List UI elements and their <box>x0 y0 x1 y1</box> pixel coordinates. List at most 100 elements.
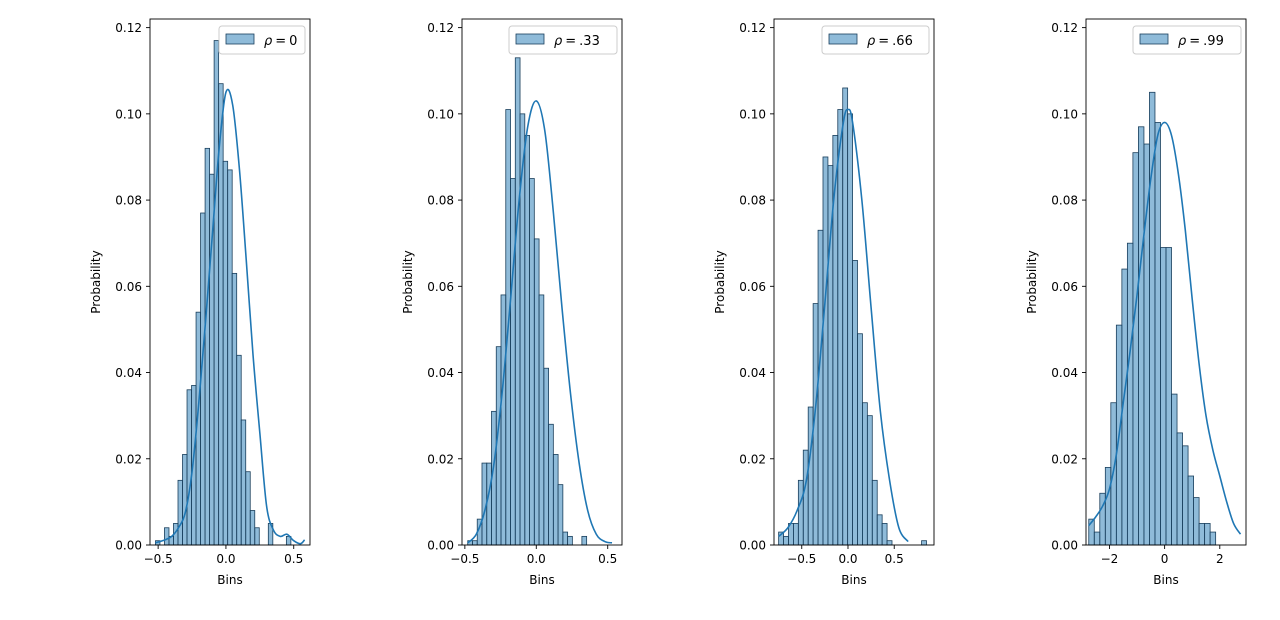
kde-curve <box>155 88 306 545</box>
histogram-bar <box>472 540 478 546</box>
x-tick-label: 0.5 <box>284 552 303 566</box>
legend-label: ρ = .66 <box>867 34 913 49</box>
kde-curve <box>1088 121 1242 535</box>
histogram-bar <box>186 389 192 546</box>
histogram-bar <box>1154 122 1161 546</box>
histogram-bar <box>204 147 211 546</box>
x-tick-label: −0.5 <box>144 552 173 566</box>
histogram-bar <box>567 535 573 546</box>
histogram-bar <box>1138 126 1145 546</box>
legend-operator: = <box>1189 34 1200 49</box>
histogram-bar <box>1143 143 1150 546</box>
y-tick-label: 0.12 <box>427 21 454 35</box>
y-tick-label: 0.06 <box>1051 280 1078 294</box>
legend: ρ = .99 <box>1132 25 1242 55</box>
histogram-bar <box>486 462 492 546</box>
y-tick-label: 0.04 <box>115 366 142 380</box>
histogram-bar <box>1093 531 1101 546</box>
y-axis-label: Probability <box>1025 250 1039 313</box>
histogram-bar <box>866 415 873 546</box>
histogram-bar <box>514 57 521 546</box>
kde-curve <box>467 100 613 544</box>
histogram-bar <box>793 523 799 546</box>
legend-value: 0 <box>289 34 297 49</box>
histogram-bar <box>543 367 549 546</box>
y-tick-label: 0.10 <box>115 107 142 121</box>
legend-symbol: ρ <box>554 34 563 49</box>
histogram-bar <box>236 354 242 546</box>
y-tick-label: 0.00 <box>739 539 766 553</box>
histogram-bar <box>886 540 893 546</box>
legend-value: .33 <box>579 34 600 49</box>
x-tick-label: 0 <box>1161 552 1169 566</box>
y-tick-label: 0.06 <box>427 280 454 294</box>
legend-swatch <box>1139 33 1169 45</box>
legend-swatch <box>515 33 545 45</box>
histogram-bar <box>857 333 863 546</box>
legend-operator: = <box>565 34 576 49</box>
histogram-bar <box>1204 523 1211 546</box>
histogram-bar <box>847 113 853 546</box>
histogram-bar <box>524 135 530 546</box>
y-tick-label: 0.02 <box>1051 452 1078 466</box>
x-tick-label: 0.5 <box>885 552 904 566</box>
histogram-bar <box>797 479 804 546</box>
y-tick-label: 0.02 <box>739 452 766 466</box>
histogram-bar <box>1160 247 1167 546</box>
histogram-bar <box>231 272 238 546</box>
histogram-panel-1: 0.00 0.02 0.04 0.06 0.08 0.10 0.12 −0.5 0.0 0.5 Bi… <box>89 18 311 587</box>
histogram-bar <box>852 260 858 546</box>
y-axis-label: Probability <box>713 250 727 313</box>
kde-curve <box>778 108 909 543</box>
x-tick-label: 0.0 <box>527 552 546 566</box>
histogram-bar <box>871 479 878 546</box>
y-tick-label: 0.12 <box>1051 21 1078 35</box>
axes-frame <box>461 18 623 546</box>
histogram-bar <box>222 160 229 546</box>
y-axis-label: Probability <box>401 250 415 313</box>
legend: ρ = .33 <box>508 25 618 55</box>
histogram-bar <box>807 406 814 546</box>
histogram-bar <box>862 402 868 546</box>
legend-symbol: ρ <box>867 34 876 49</box>
histogram-bar <box>783 535 789 546</box>
histogram-bar <box>254 527 260 546</box>
histogram-bar <box>1104 466 1112 546</box>
x-tick-label: 0.5 <box>598 552 617 566</box>
histogram-bar <box>227 169 233 546</box>
histogram-bar <box>1126 242 1134 546</box>
histogram-bar <box>1182 445 1189 546</box>
x-axis-label: Bins <box>1153 573 1178 587</box>
histogram-bar <box>817 229 824 546</box>
y-tick-label: 0.06 <box>115 280 142 294</box>
histogram-bar <box>1132 152 1139 546</box>
legend-operator: = <box>878 34 889 49</box>
y-tick-label: 0.02 <box>427 452 454 466</box>
x-tick-label: 0.0 <box>838 552 857 566</box>
axes-frame <box>1085 18 1247 546</box>
histogram-bar <box>1198 523 1206 546</box>
y-axis-label: Probability <box>89 250 103 313</box>
histogram-bar <box>1209 531 1217 546</box>
y-tick-label: 0.10 <box>427 107 454 121</box>
histogram-bar <box>177 479 183 546</box>
legend-box <box>821 25 930 55</box>
legend-label: ρ = .33 <box>554 34 600 49</box>
histogram-bar <box>1187 475 1194 546</box>
histogram-bar <box>249 510 256 546</box>
histogram-panel-2: 0.00 0.02 0.04 0.06 0.08 0.10 0.12 −0.5 0.0 0.5 Bi… <box>401 18 623 587</box>
x-tick-label: 0.0 <box>216 552 235 566</box>
y-tick-label: 0.10 <box>1051 107 1078 121</box>
x-tick-label: −0.5 <box>787 552 816 566</box>
histogram-bar <box>1171 393 1178 546</box>
histogram-panel-4: 0.00 0.02 0.04 0.06 0.08 0.10 0.12 −2 0 2 Bins Prob… <box>1025 18 1247 587</box>
legend-box <box>1132 25 1242 55</box>
legend-symbol: ρ <box>264 34 273 49</box>
histogram-bar <box>842 87 849 546</box>
histogram-bar <box>164 527 170 546</box>
legend-value: .66 <box>892 34 913 49</box>
legend-box <box>508 25 618 55</box>
y-tick-label: 0.04 <box>427 366 454 380</box>
histogram-bar <box>538 294 545 546</box>
